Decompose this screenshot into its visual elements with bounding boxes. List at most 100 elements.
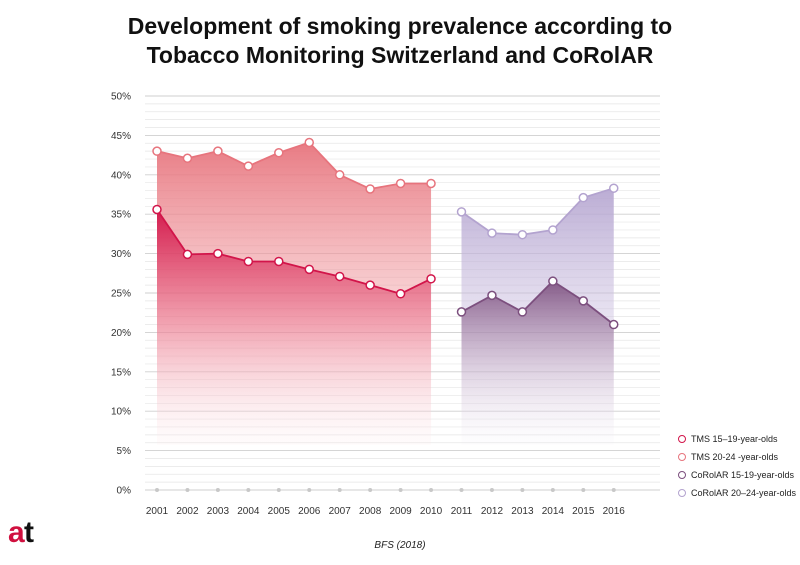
point-tms-15-19 (365, 280, 375, 290)
x-tick-label: 2010 (420, 506, 443, 517)
legend-marker-corolar-20-24 (678, 489, 686, 497)
y-tick-label: 20% (111, 328, 131, 339)
svg-text:t: t (24, 516, 34, 549)
point-tms-20-24 (213, 146, 223, 156)
x-tick-label: 2006 (298, 506, 321, 517)
x-tick-label: 2011 (451, 506, 473, 517)
source-note: BFS (2018) (374, 540, 426, 551)
point-tms-15-19 (152, 204, 162, 215)
legend-label-tms-15-19: TMS 15–19-year-olds (691, 434, 778, 444)
point-tms-20-24 (334, 170, 345, 180)
point-tms-20-24 (304, 137, 314, 148)
x-tick-label: 2008 (359, 506, 382, 517)
point-corolar-20-24 (517, 229, 528, 240)
x-baseline-dot (611, 488, 616, 492)
y-tick-label: 40% (111, 170, 131, 181)
chart-title-line-2: Tobacco Monitoring Switzerland and CoRol… (146, 42, 654, 68)
point-tms-20-24 (182, 153, 193, 164)
point-tms-15-19 (274, 256, 284, 267)
legend-marker-tms-20-24 (678, 453, 686, 461)
legend-marker-corolar-15-19 (678, 471, 686, 479)
x-baseline-dot (368, 488, 373, 492)
legend-item-corolar-20-24: CoRolAR 20–24-year-olds (678, 484, 796, 502)
point-corolar-15-19 (456, 307, 467, 317)
x-tick-label: 2007 (329, 506, 352, 517)
x-tick-label: 2009 (389, 506, 412, 517)
brand-logo: a t (8, 516, 34, 549)
point-tms-20-24 (426, 178, 436, 189)
point-tms-15-19 (395, 289, 406, 299)
point-corolar-15-19 (548, 276, 558, 286)
x-baseline-dot (398, 488, 403, 492)
x-tick-label: 2015 (572, 506, 595, 517)
x-tick-label: 2003 (207, 506, 230, 517)
svg-text:a: a (8, 516, 25, 549)
x-tick-label: 2013 (511, 506, 534, 517)
line-corolar-15-19 (461, 280, 615, 326)
x-tick-label: 2012 (481, 506, 504, 517)
legend-item-tms-20-24: TMS 20-24 -year-olds (678, 448, 796, 466)
chart-legend: TMS 15–19-year-olds TMS 20-24 -year-olds… (678, 430, 796, 502)
point-corolar-20-24 (609, 183, 619, 193)
x-baseline-dot (581, 488, 586, 492)
legend-label-corolar-20-24: CoRolAR 20–24-year-olds (691, 488, 797, 498)
point-tms-20-24 (152, 146, 162, 156)
legend-marker-tms-15-19 (678, 435, 686, 443)
area-corolar-15-19 (461, 281, 614, 445)
x-baseline-dot (489, 488, 494, 492)
y-tick-label: 0% (117, 486, 132, 497)
legend-item-tms-15-19: TMS 15–19-year-olds (678, 430, 796, 448)
point-tms-15-19 (426, 274, 436, 284)
x-baseline-dot (155, 488, 159, 492)
point-tms-20-24 (274, 147, 284, 158)
x-baseline-dot (550, 488, 555, 492)
point-tms-20-24 (395, 178, 406, 189)
y-tick-label: 25% (111, 289, 131, 300)
point-corolar-20-24 (548, 225, 558, 235)
point-corolar-15-19 (487, 290, 497, 301)
x-baseline-dot (307, 488, 312, 492)
x-tick-label: 2016 (603, 506, 626, 517)
y-tick-label: 15% (111, 367, 131, 378)
x-tick-label: 2002 (176, 506, 199, 517)
line-tms-20-24 (156, 141, 432, 190)
x-tick-label: 2001 (146, 506, 169, 517)
point-tms-15-19 (304, 264, 314, 275)
x-baseline-dot (246, 488, 251, 492)
point-tms-15-19 (213, 248, 223, 259)
x-tick-label: 2004 (237, 506, 260, 517)
y-tick-label: 30% (111, 249, 131, 260)
area-tms-15-19 (157, 209, 432, 445)
x-baseline-dot (276, 488, 281, 492)
point-corolar-20-24 (578, 192, 589, 203)
x-baseline-dot (185, 488, 190, 492)
point-corolar-15-19 (517, 307, 528, 317)
legend-label-corolar-15-19: CoRolAR 15-19-year-olds (691, 470, 795, 480)
point-corolar-20-24 (487, 228, 497, 238)
point-tms-20-24 (365, 184, 375, 194)
x-baseline-dot (215, 488, 220, 492)
y-tick-label: 45% (111, 131, 131, 142)
y-tick-label: 10% (111, 407, 131, 418)
point-corolar-15-19 (609, 319, 619, 330)
x-baseline-dot (459, 488, 464, 492)
legend-label-tms-20-24: TMS 20-24 -year-olds (691, 452, 779, 462)
chart-title-line-1: Development of smoking prevalence accord… (127, 13, 673, 39)
x-tick-label: 2014 (542, 506, 565, 517)
x-baseline-dot (520, 488, 525, 492)
chart-title: Development of smoking prevalence accord… (0, 12, 800, 70)
point-tms-20-24 (243, 161, 254, 171)
point-tms-15-19 (182, 249, 193, 260)
x-baseline-dot (429, 488, 434, 492)
point-corolar-20-24 (456, 207, 467, 217)
y-tick-label: 5% (117, 446, 132, 457)
point-corolar-15-19 (578, 296, 589, 306)
line-corolar-20-24 (460, 187, 615, 236)
point-tms-15-19 (334, 271, 345, 282)
line-tms-15-19 (156, 208, 432, 295)
legend-item-corolar-15-19: CoRolAR 15-19-year-olds (678, 466, 796, 484)
x-tick-label: 2005 (268, 506, 291, 517)
y-tick-label: 50% (111, 92, 131, 103)
x-baseline-dot (337, 488, 342, 492)
